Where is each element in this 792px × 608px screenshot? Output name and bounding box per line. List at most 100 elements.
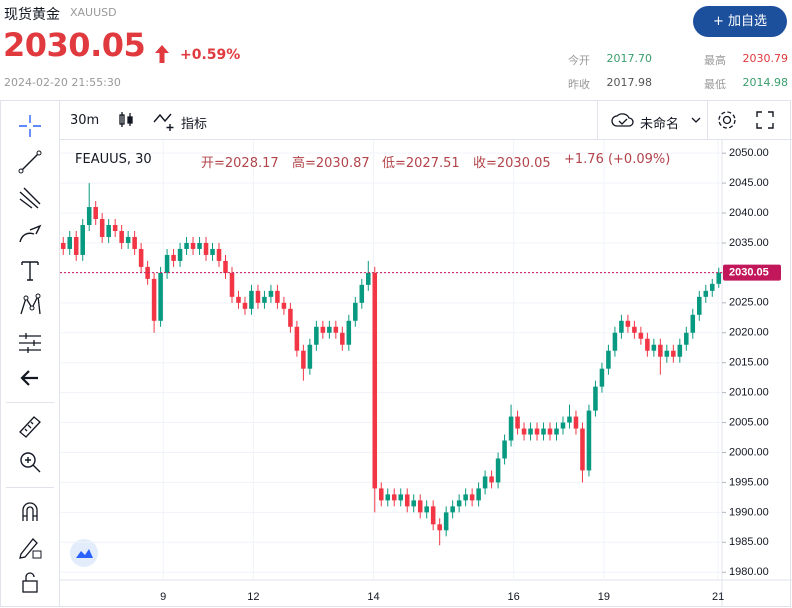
candle-body (385, 494, 391, 501)
interval-button[interactable]: 30m (70, 113, 100, 128)
lock-draw-tool[interactable] (16, 533, 44, 561)
y-tick-label: 1980.00 (729, 566, 769, 578)
screenshot-button[interactable] (69, 538, 99, 568)
candle-body (541, 428, 546, 435)
price-label-box (723, 264, 781, 281)
x-tick-label: 19 (598, 591, 610, 603)
candle-body (443, 512, 449, 531)
candle-body (684, 332, 689, 345)
layout-name[interactable]: 未命名 (640, 117, 680, 132)
candle-type-button[interactable] (116, 110, 136, 130)
candle-body (171, 254, 176, 261)
price-chart: 1980.00 1985.00 1990.00 1995.00 2000.00 2005.… (60, 140, 792, 607)
candle-body (177, 248, 183, 261)
back-tool[interactable] (16, 364, 44, 392)
x-tick-label: 16 (508, 591, 520, 603)
candle-body (60, 242, 66, 249)
candle-body (320, 326, 326, 333)
pattern-tool[interactable] (16, 292, 44, 320)
candle-body (158, 272, 163, 321)
candle-body (255, 290, 261, 303)
candle-body (366, 272, 371, 285)
candle-body (404, 494, 410, 507)
candle-body (534, 428, 540, 435)
candle-body (132, 236, 137, 249)
candle-body (216, 248, 222, 261)
candle-body (567, 416, 572, 423)
candle-body (417, 500, 423, 513)
candle-body (288, 308, 293, 327)
ohlc-close: 收=2030.05 (473, 156, 551, 171)
x-tick-label: 12 (247, 591, 259, 603)
y-tick-label: 1985.00 (729, 536, 769, 548)
candle-body (307, 344, 313, 369)
zoom-tool[interactable] (16, 448, 44, 476)
candle-body (391, 494, 397, 501)
candle-body (242, 302, 248, 309)
candle-body (236, 296, 241, 303)
candle-body (262, 296, 267, 303)
candle-body (275, 290, 280, 303)
candle-body (463, 494, 468, 501)
candle-body (625, 320, 631, 327)
candle-body (281, 302, 287, 309)
magnet-tool[interactable] (16, 497, 44, 525)
lock-tool[interactable] (16, 568, 44, 596)
candle-body (690, 314, 696, 333)
y-tick-label: 2010.00 (729, 387, 769, 399)
candle-body (450, 506, 455, 513)
crosshair-tool[interactable] (16, 112, 44, 140)
candle-body (93, 207, 98, 220)
text-tool[interactable] (16, 256, 44, 284)
candle-body (658, 344, 663, 357)
fib-tool[interactable] (16, 184, 44, 212)
separator (6, 487, 54, 488)
ruler-tool[interactable] (16, 412, 44, 440)
indicator-icon[interactable] (152, 110, 178, 132)
candle-body (138, 248, 144, 267)
candle-body (314, 326, 319, 345)
y-tick-label: 2050.00 (729, 147, 769, 159)
trendline-tool[interactable] (16, 148, 44, 176)
y-tick-label: 2045.00 (729, 177, 769, 189)
candle-body (495, 458, 501, 483)
candle-body (184, 242, 189, 249)
candle-body (106, 225, 111, 237)
y-tick-label: 1995.00 (729, 476, 769, 488)
candle-body (86, 207, 92, 226)
last-price: 2030.05 (3, 26, 146, 64)
stat-value: 2014.98 (742, 76, 789, 89)
indicator-button[interactable]: 指标 (181, 117, 208, 132)
candle-body (398, 494, 404, 501)
candle-body (203, 242, 209, 255)
candle-body (210, 248, 215, 255)
timestamp: 2024-02-20 21:55:30 (4, 76, 121, 89)
candle-body (378, 488, 384, 501)
dropdown-icon[interactable] (690, 115, 702, 125)
cloud-icon[interactable] (610, 110, 636, 130)
fullscreen-icon[interactable] (755, 110, 775, 130)
candle-body (112, 225, 118, 231)
stat-value: 2017.98 (606, 76, 653, 89)
separator (707, 100, 708, 140)
price-label: 2030.05 (729, 267, 769, 279)
candle-body (229, 272, 235, 297)
settings-icon[interactable] (716, 109, 738, 131)
candle-body (560, 422, 566, 429)
measure-tool[interactable] (16, 328, 44, 356)
chart-frame (0, 100, 791, 607)
candle-body (489, 476, 494, 483)
candle-body (671, 350, 676, 357)
chart-symbol: FEAUUS, 30 (75, 152, 152, 167)
candle-body (599, 368, 605, 387)
brush-tool[interactable] (16, 220, 44, 248)
candle-body (664, 350, 670, 357)
candle-body (502, 440, 507, 459)
add-watchlist-button[interactable]: + 加自选 (693, 6, 787, 37)
candle-body (508, 416, 514, 441)
y-tick-label: 2005.00 (729, 416, 769, 428)
separator (59, 140, 60, 606)
candle-body (197, 242, 202, 249)
candle-body (359, 284, 365, 303)
y-tick-label: 2020.00 (729, 327, 769, 339)
